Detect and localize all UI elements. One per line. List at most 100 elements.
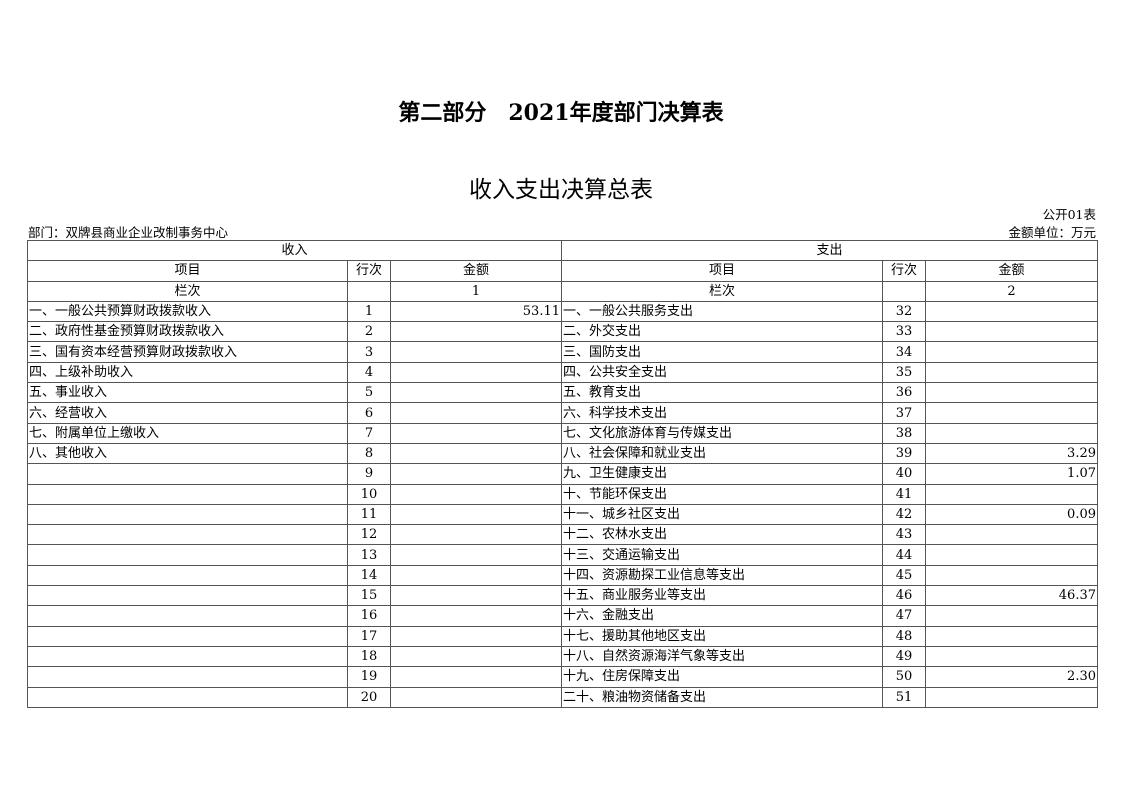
- expense-amount-cell: [925, 422, 1098, 444]
- expense-item-cell: 十二、农林水支出: [561, 524, 883, 546]
- income-line-cell: 20: [347, 686, 391, 708]
- table-row: 二、政府性基金预算财政拨款收入 2 二、外交支出 33: [27, 321, 1098, 343]
- expense-amount-cell: [925, 544, 1098, 566]
- expense-amount-header: 金额: [925, 260, 1098, 282]
- income-item-cell: 七、附属单位上缴收入: [27, 422, 348, 444]
- expense-item-cell: 十一、城乡社区支出: [561, 503, 883, 526]
- expense-column-index: 2: [925, 280, 1098, 302]
- expense-item-header: 项目: [561, 260, 883, 282]
- income-amount-cell: [390, 442, 562, 465]
- income-line-cell: 19: [347, 666, 391, 688]
- expense-line-cell: 42: [882, 503, 926, 526]
- expense-line-cell: 45: [882, 564, 926, 587]
- income-item-cell: [27, 463, 348, 485]
- section-header-row: 收入 支出: [27, 239, 1098, 262]
- income-item-cell: [27, 666, 348, 688]
- income-amount-cell: [390, 666, 562, 688]
- income-line-cell: 13: [347, 544, 391, 566]
- empty-cell: [347, 280, 391, 302]
- expense-item-cell: 五、教育支出: [561, 382, 883, 404]
- expense-index-label: 栏次: [561, 280, 883, 302]
- expense-item-cell: 四、公共安全支出: [561, 361, 883, 384]
- income-amount-cell: [390, 361, 562, 384]
- income-item-cell: [27, 625, 348, 647]
- table-row: 9 九、卫生健康支出 40 1.07: [27, 463, 1098, 485]
- table-row: 三、国有资本经营预算财政拨款收入 3 三、国防支出 34: [27, 341, 1098, 363]
- expense-amount-cell: [925, 361, 1098, 384]
- expense-item-cell: 十九、住房保障支出: [561, 666, 883, 688]
- expense-line-cell: 37: [882, 402, 926, 424]
- income-item-cell: 一、一般公共预算财政拨款收入: [27, 300, 348, 323]
- income-line-cell: 5: [347, 382, 391, 404]
- table-row: 15 十五、商业服务业等支出 46 46.37: [27, 585, 1098, 607]
- expense-line-cell: 44: [882, 544, 926, 566]
- income-line-cell: 16: [347, 605, 391, 627]
- income-item-cell: [27, 686, 348, 708]
- expense-item-cell: 十六、金融支出: [561, 605, 883, 627]
- income-amount-header: 金额: [390, 260, 562, 282]
- expense-item-cell: 七、文化旅游体育与传媒支出: [561, 422, 883, 444]
- expense-item-cell: 十三、交通运输支出: [561, 544, 883, 566]
- table-row: 16 十六、金融支出 47: [27, 605, 1098, 627]
- income-index-label: 栏次: [27, 280, 348, 302]
- expense-item-cell: 六、科学技术支出: [561, 402, 883, 424]
- expense-line-cell: 48: [882, 625, 926, 647]
- expense-amount-cell: 46.37: [925, 585, 1098, 607]
- income-item-cell: [27, 483, 348, 505]
- income-amount-cell: [390, 625, 562, 647]
- expense-line-cell: 47: [882, 605, 926, 627]
- income-item-header: 项目: [27, 260, 348, 282]
- expense-item-cell: 一、一般公共服务支出: [561, 300, 883, 323]
- income-header: 收入: [27, 239, 562, 262]
- expense-item-cell: 十四、资源勘探工业信息等支出: [561, 564, 883, 587]
- income-line-cell: 9: [347, 463, 391, 485]
- expense-amount-cell: [925, 402, 1098, 424]
- expense-line-cell: 32: [882, 300, 926, 323]
- expense-item-cell: 十八、自然资源海洋气象等支出: [561, 645, 883, 668]
- expense-amount-cell: [925, 645, 1098, 668]
- expense-item-cell: 十、节能环保支出: [561, 483, 883, 505]
- income-line-header: 行次: [347, 260, 391, 282]
- table-row: 八、其他收入 8 八、社会保障和就业支出 39 3.29: [27, 442, 1098, 465]
- expense-item-cell: 九、卫生健康支出: [561, 463, 883, 485]
- income-item-cell: [27, 605, 348, 627]
- income-item-cell: 三、国有资本经营预算财政拨款收入: [27, 341, 348, 363]
- income-item-cell: [27, 503, 348, 526]
- table-row: 20 二十、粮油物资储备支出 51: [27, 686, 1098, 708]
- expense-line-cell: 51: [882, 686, 926, 708]
- expense-item-cell: 八、社会保障和就业支出: [561, 442, 883, 465]
- expense-line-cell: 50: [882, 666, 926, 688]
- expense-amount-cell: 3.29: [925, 442, 1098, 465]
- income-amount-cell: [390, 544, 562, 566]
- expense-amount-cell: [925, 524, 1098, 546]
- expense-line-cell: 40: [882, 463, 926, 485]
- income-line-cell: 12: [347, 524, 391, 546]
- expense-header: 支出: [561, 239, 1098, 262]
- expense-amount-cell: [925, 321, 1098, 343]
- income-amount-cell: [390, 341, 562, 363]
- expense-amount-cell: 1.07: [925, 463, 1098, 485]
- expense-line-cell: 41: [882, 483, 926, 505]
- income-amount-cell: [390, 463, 562, 485]
- income-line-cell: 4: [347, 361, 391, 384]
- income-item-cell: [27, 645, 348, 668]
- expense-line-cell: 38: [882, 422, 926, 444]
- expense-line-cell: 49: [882, 645, 926, 668]
- expense-item-cell: 十五、商业服务业等支出: [561, 585, 883, 607]
- income-line-cell: 1: [347, 300, 391, 323]
- income-line-cell: 2: [347, 321, 391, 343]
- income-amount-cell: [390, 483, 562, 505]
- table-row: 四、上级补助收入 4 四、公共安全支出 35: [27, 361, 1098, 384]
- empty-cell: [882, 280, 926, 302]
- column-index-row: 栏次 1 栏次 2: [27, 280, 1098, 302]
- income-amount-cell: [390, 564, 562, 587]
- table-row: 五、事业收入 5 五、教育支出 36: [27, 382, 1098, 404]
- income-item-cell: 五、事业收入: [27, 382, 348, 404]
- expense-amount-cell: 2.30: [925, 666, 1098, 688]
- table-row: 14 十四、资源勘探工业信息等支出 45: [27, 564, 1098, 587]
- expense-line-header: 行次: [882, 260, 926, 282]
- table-row: 18 十八、自然资源海洋气象等支出 49: [27, 645, 1098, 668]
- income-expense-table: 收入 支出 项目 行次 金额 项目 行次 金额 栏次 1 栏次 2 一、一般公共…: [27, 239, 1098, 708]
- expense-item-cell: 三、国防支出: [561, 341, 883, 363]
- expense-amount-cell: [925, 382, 1098, 404]
